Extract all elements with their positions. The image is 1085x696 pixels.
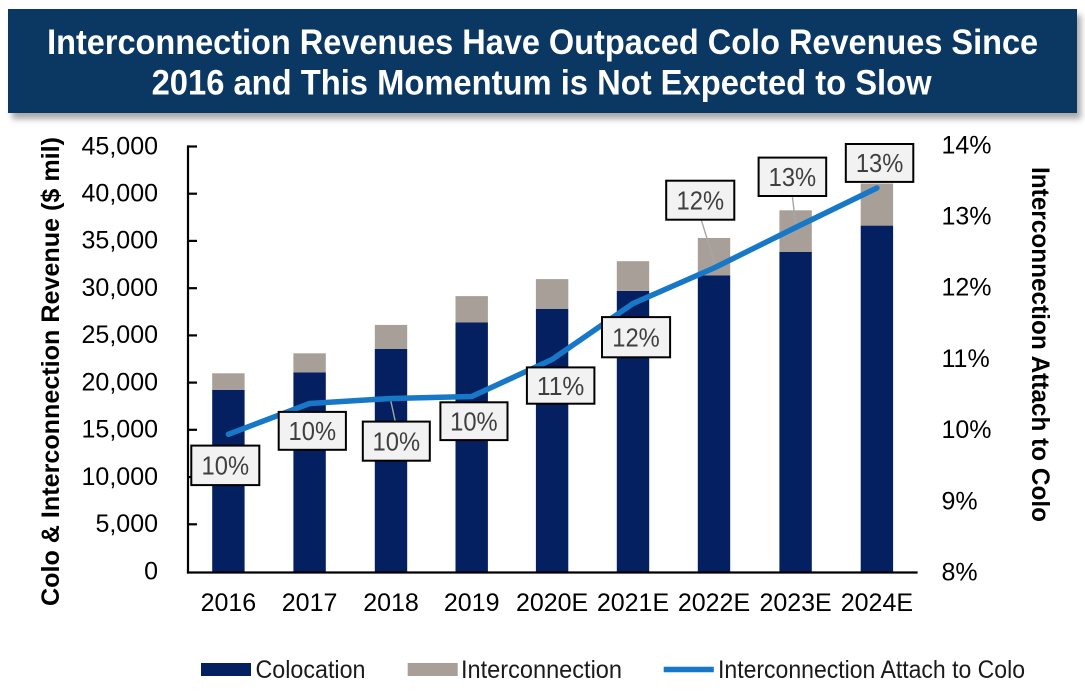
svg-text:10%: 10% [942, 416, 992, 444]
svg-text:14%: 14% [942, 131, 992, 159]
svg-text:Interconnection Attach to Colo: Interconnection Attach to Colo [718, 656, 1025, 684]
svg-text:35,000: 35,000 [82, 227, 158, 255]
svg-text:10%: 10% [202, 451, 250, 481]
svg-text:25,000: 25,000 [82, 321, 158, 349]
svg-text:Colocation: Colocation [256, 656, 366, 684]
svg-text:Interconnection: Interconnection [461, 656, 622, 684]
svg-text:20,000: 20,000 [82, 368, 158, 396]
svg-text:8%: 8% [942, 559, 978, 587]
svg-text:2016 and This Momentum is Not: 2016 and This Momentum is Not Expected t… [152, 63, 932, 103]
svg-text:10%: 10% [450, 406, 498, 436]
svg-text:Interconnection Attach to Colo: Interconnection Attach to Colo [1026, 167, 1054, 522]
svg-text:2024E: 2024E [841, 589, 913, 617]
svg-text:12%: 12% [677, 185, 725, 215]
svg-text:10%: 10% [373, 426, 421, 456]
svg-text:5,000: 5,000 [95, 510, 158, 538]
svg-text:2023E: 2023E [759, 589, 831, 617]
svg-text:13%: 13% [942, 202, 992, 230]
svg-text:11%: 11% [537, 371, 585, 401]
svg-text:2016: 2016 [201, 589, 257, 617]
svg-text:2021E: 2021E [597, 589, 669, 617]
svg-text:13%: 13% [856, 148, 904, 178]
svg-text:10%: 10% [289, 416, 337, 446]
svg-text:12%: 12% [942, 274, 992, 302]
svg-text:12%: 12% [612, 322, 660, 352]
svg-text:13%: 13% [769, 162, 817, 192]
svg-text:15,000: 15,000 [82, 416, 158, 444]
svg-text:2022E: 2022E [678, 589, 750, 617]
svg-text:10,000: 10,000 [82, 463, 158, 491]
svg-text:30,000: 30,000 [82, 274, 158, 302]
svg-text:9%: 9% [942, 487, 978, 515]
svg-text:Colo & Interconnection Revenue: Colo & Interconnection Revenue ($ mil) [37, 137, 65, 606]
svg-text:40,000: 40,000 [82, 180, 158, 208]
svg-text:2020E: 2020E [516, 589, 588, 617]
svg-text:45,000: 45,000 [82, 132, 158, 160]
svg-text:2017: 2017 [282, 589, 338, 617]
svg-text:2019: 2019 [444, 589, 500, 617]
svg-text:Interconnection Revenues Have: Interconnection Revenues Have Outpaced C… [47, 22, 1038, 62]
svg-text:11%: 11% [942, 345, 990, 373]
svg-text:2018: 2018 [363, 589, 419, 617]
svg-text:0: 0 [144, 557, 158, 585]
